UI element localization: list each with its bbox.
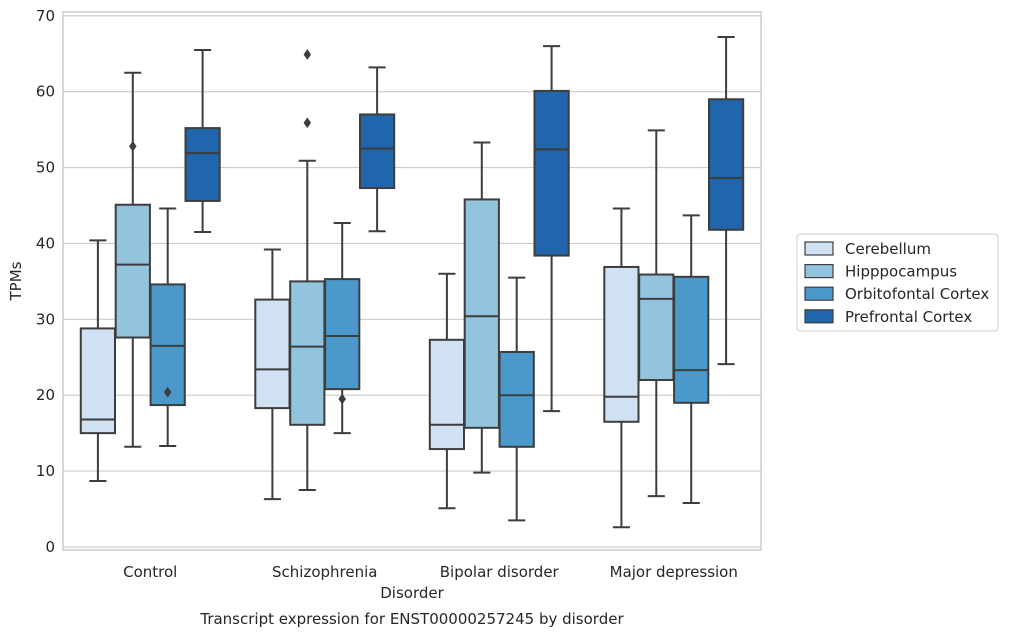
boxplot bbox=[358, 66, 396, 233]
y-tick-label: 20 bbox=[36, 386, 55, 404]
boxplot bbox=[324, 221, 361, 435]
box-iqr bbox=[533, 89, 570, 257]
outlier-point bbox=[303, 117, 312, 129]
boxplot bbox=[184, 48, 221, 234]
box-iqr bbox=[358, 113, 396, 190]
legend-label: Hipppocampus bbox=[845, 263, 957, 281]
y-tick-label: 30 bbox=[36, 310, 55, 328]
outlier-point bbox=[163, 386, 172, 398]
y-tick-label: 40 bbox=[36, 234, 55, 252]
box-iqr bbox=[463, 198, 500, 429]
x-ticks: Control Schizophrenia Bipolar disorder Majo… bbox=[123, 563, 738, 581]
box-iqr bbox=[324, 278, 361, 391]
boxplot bbox=[79, 239, 117, 482]
legend-swatch bbox=[804, 286, 834, 301]
box-iqr bbox=[498, 350, 535, 448]
chart-caption: Transcript expression for ENST0000025724… bbox=[199, 610, 624, 628]
boxplot bbox=[603, 207, 640, 529]
outlier-point bbox=[128, 140, 137, 152]
x-axis-label: Disorder bbox=[380, 584, 444, 602]
box-iqr bbox=[289, 280, 326, 426]
box-iqr bbox=[184, 127, 221, 202]
outlier-point bbox=[338, 393, 347, 405]
box-iqr bbox=[603, 265, 640, 423]
y-tick-label: 60 bbox=[36, 83, 55, 101]
boxplot bbox=[254, 248, 291, 501]
boxplot bbox=[673, 214, 710, 504]
box-iqr bbox=[79, 327, 117, 435]
legend: Cerebellum Hipppocampus Orbitofontal Corte… bbox=[796, 233, 999, 332]
boxplot bbox=[428, 272, 466, 510]
boxplot bbox=[707, 36, 745, 366]
box-iqr bbox=[673, 275, 710, 404]
legend-swatch bbox=[804, 309, 834, 324]
box-iqr bbox=[707, 98, 745, 231]
legend-label: Cerebellum bbox=[845, 240, 931, 258]
boxplot bbox=[289, 49, 326, 492]
boxplot bbox=[498, 276, 535, 522]
box-iqr bbox=[254, 298, 291, 410]
y-tick-label: 50 bbox=[36, 159, 55, 177]
boxplot bbox=[638, 129, 675, 498]
legend-swatch bbox=[804, 264, 834, 279]
boxplots bbox=[79, 36, 745, 529]
x-tick-label: Bipolar disorder bbox=[440, 563, 560, 581]
x-tick-label: Schizophrenia bbox=[272, 563, 377, 581]
y-tick-label: 70 bbox=[36, 7, 55, 25]
legend-label: Prefrontal Cortex bbox=[845, 308, 972, 326]
y-tick-label: 10 bbox=[36, 462, 55, 480]
y-tick-label: 0 bbox=[45, 538, 55, 556]
box-iqr bbox=[149, 283, 186, 407]
legend-label: Orbitofontal Cortex bbox=[845, 285, 989, 303]
x-tick-label: Major depression bbox=[610, 563, 738, 581]
boxplot bbox=[463, 141, 500, 474]
box-iqr bbox=[638, 273, 675, 382]
outlier-point bbox=[303, 49, 312, 60]
boxplot bbox=[533, 45, 570, 413]
boxplot bbox=[149, 207, 186, 448]
box-iqr bbox=[428, 338, 466, 451]
box-iqr bbox=[114, 203, 151, 339]
y-ticks: 0 10 20 30 40 50 60 70 bbox=[36, 7, 55, 556]
y-axis-label: TPMs bbox=[7, 261, 25, 301]
plot-frame bbox=[62, 11, 762, 551]
x-tick-label: Control bbox=[123, 563, 177, 581]
legend-frame bbox=[796, 233, 999, 332]
boxplot bbox=[114, 71, 151, 448]
legend-swatch bbox=[804, 241, 834, 256]
